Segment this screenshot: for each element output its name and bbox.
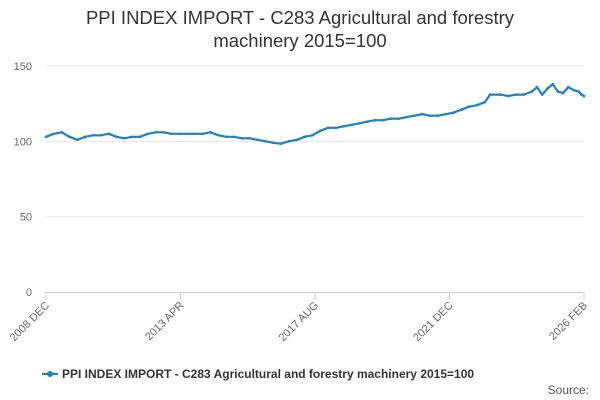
data-point[interactable] bbox=[397, 117, 400, 120]
data-point[interactable] bbox=[271, 141, 275, 145]
axis-layer: 0 50 100 150 2008 DEC 2013 APR 2017 AUG 2021 DE… bbox=[8, 61, 590, 344]
x-tick-label-0: 2008 DEC bbox=[8, 300, 52, 344]
y-tick-label-1: 50 bbox=[20, 212, 32, 224]
data-point[interactable] bbox=[264, 140, 267, 143]
x-tick-label-2: 2017 AUG bbox=[277, 300, 321, 344]
data-point[interactable] bbox=[499, 93, 502, 96]
data-point[interactable] bbox=[389, 117, 393, 120]
legend[interactable]: PPI INDEX IMPORT - C283 Agricultural and… bbox=[42, 367, 474, 381]
y-tick-label-2: 100 bbox=[14, 136, 32, 148]
data-point[interactable] bbox=[83, 135, 87, 139]
data-point[interactable] bbox=[540, 93, 544, 96]
legend-marker bbox=[47, 371, 53, 377]
data-point[interactable] bbox=[138, 135, 142, 139]
data-point[interactable] bbox=[428, 114, 432, 117]
series-line-0[interactable] bbox=[45, 82, 585, 145]
data-point[interactable] bbox=[68, 135, 71, 139]
grid-layer bbox=[46, 65, 584, 218]
data-point[interactable] bbox=[146, 132, 150, 136]
data-point[interactable] bbox=[444, 112, 447, 116]
data-point[interactable] bbox=[193, 132, 197, 136]
data-point[interactable] bbox=[420, 112, 424, 116]
data-point[interactable] bbox=[381, 118, 385, 122]
legend-label: PPI INDEX IMPORT - C283 Agricultural and… bbox=[62, 367, 474, 381]
data-point[interactable] bbox=[561, 91, 565, 95]
data-point[interactable] bbox=[365, 120, 369, 123]
data-point[interactable] bbox=[475, 103, 479, 107]
data-point[interactable] bbox=[60, 131, 63, 134]
series-layer bbox=[44, 82, 586, 145]
data-point[interactable] bbox=[287, 140, 291, 143]
data-point[interactable] bbox=[224, 135, 228, 139]
data-point[interactable] bbox=[342, 125, 346, 128]
data-point[interactable] bbox=[460, 108, 463, 111]
data-point[interactable] bbox=[76, 138, 79, 142]
data-point[interactable] bbox=[535, 85, 539, 89]
data-point[interactable] bbox=[577, 90, 581, 93]
y-tick-label-3: 150 bbox=[14, 61, 32, 73]
data-point[interactable] bbox=[248, 137, 251, 140]
data-point[interactable] bbox=[318, 129, 322, 133]
data-point[interactable] bbox=[580, 93, 583, 96]
chart-title-line1: PPI INDEX IMPORT - C283 Agricultural and… bbox=[85, 7, 515, 28]
data-point[interactable] bbox=[412, 114, 416, 117]
data-point[interactable] bbox=[358, 122, 361, 125]
data-point[interactable] bbox=[217, 134, 220, 137]
data-point[interactable] bbox=[488, 93, 492, 96]
data-point[interactable] bbox=[295, 138, 299, 142]
data-point[interactable] bbox=[177, 132, 181, 136]
data-point[interactable] bbox=[373, 118, 377, 122]
data-point[interactable] bbox=[467, 105, 471, 108]
data-point[interactable] bbox=[123, 137, 126, 140]
data-point[interactable] bbox=[572, 88, 575, 92]
data-point[interactable] bbox=[279, 142, 283, 145]
data-point[interactable] bbox=[551, 82, 554, 86]
data-point[interactable] bbox=[201, 132, 204, 136]
data-point[interactable] bbox=[107, 132, 110, 136]
data-point[interactable] bbox=[170, 132, 173, 136]
data-point[interactable] bbox=[91, 134, 95, 137]
data-point[interactable] bbox=[232, 135, 236, 139]
data-point[interactable] bbox=[546, 87, 549, 90]
data-point[interactable] bbox=[115, 135, 118, 139]
data-point[interactable] bbox=[567, 85, 570, 89]
data-point[interactable] bbox=[311, 134, 314, 137]
data-point[interactable] bbox=[334, 126, 338, 130]
data-point[interactable] bbox=[162, 131, 165, 134]
data-point[interactable] bbox=[483, 100, 487, 104]
data-point[interactable] bbox=[303, 135, 306, 139]
data-point[interactable] bbox=[556, 90, 560, 93]
data-point[interactable] bbox=[350, 123, 353, 127]
data-point[interactable] bbox=[405, 115, 408, 119]
data-point[interactable] bbox=[256, 138, 259, 142]
x-tick-label-3: 2021 DEC bbox=[411, 300, 455, 344]
data-point[interactable] bbox=[452, 111, 455, 114]
data-point[interactable] bbox=[326, 126, 330, 130]
chart-title-line2: machinery 2015=100 bbox=[213, 30, 387, 51]
data-point[interactable] bbox=[436, 114, 440, 117]
data-point[interactable] bbox=[185, 132, 189, 136]
source-label: Source: bbox=[548, 383, 589, 397]
data-point[interactable] bbox=[52, 132, 56, 136]
data-point[interactable] bbox=[240, 137, 244, 140]
x-tick-label-1: 2013 APR bbox=[143, 300, 187, 344]
data-point[interactable] bbox=[522, 93, 526, 96]
data-point[interactable] bbox=[514, 93, 518, 96]
data-point[interactable] bbox=[154, 131, 157, 134]
data-point[interactable] bbox=[507, 94, 510, 98]
data-point[interactable] bbox=[209, 131, 212, 134]
chart-title: PPI INDEX IMPORT - C283 Agricultural and… bbox=[0, 6, 600, 52]
data-point[interactable] bbox=[44, 135, 48, 139]
x-tick-label-4: 2026 FEB bbox=[547, 300, 590, 343]
data-point[interactable] bbox=[99, 134, 103, 137]
data-point[interactable] bbox=[582, 94, 586, 98]
data-point[interactable] bbox=[530, 90, 534, 93]
data-point[interactable] bbox=[130, 135, 134, 139]
y-tick-label-0: 0 bbox=[26, 287, 32, 299]
